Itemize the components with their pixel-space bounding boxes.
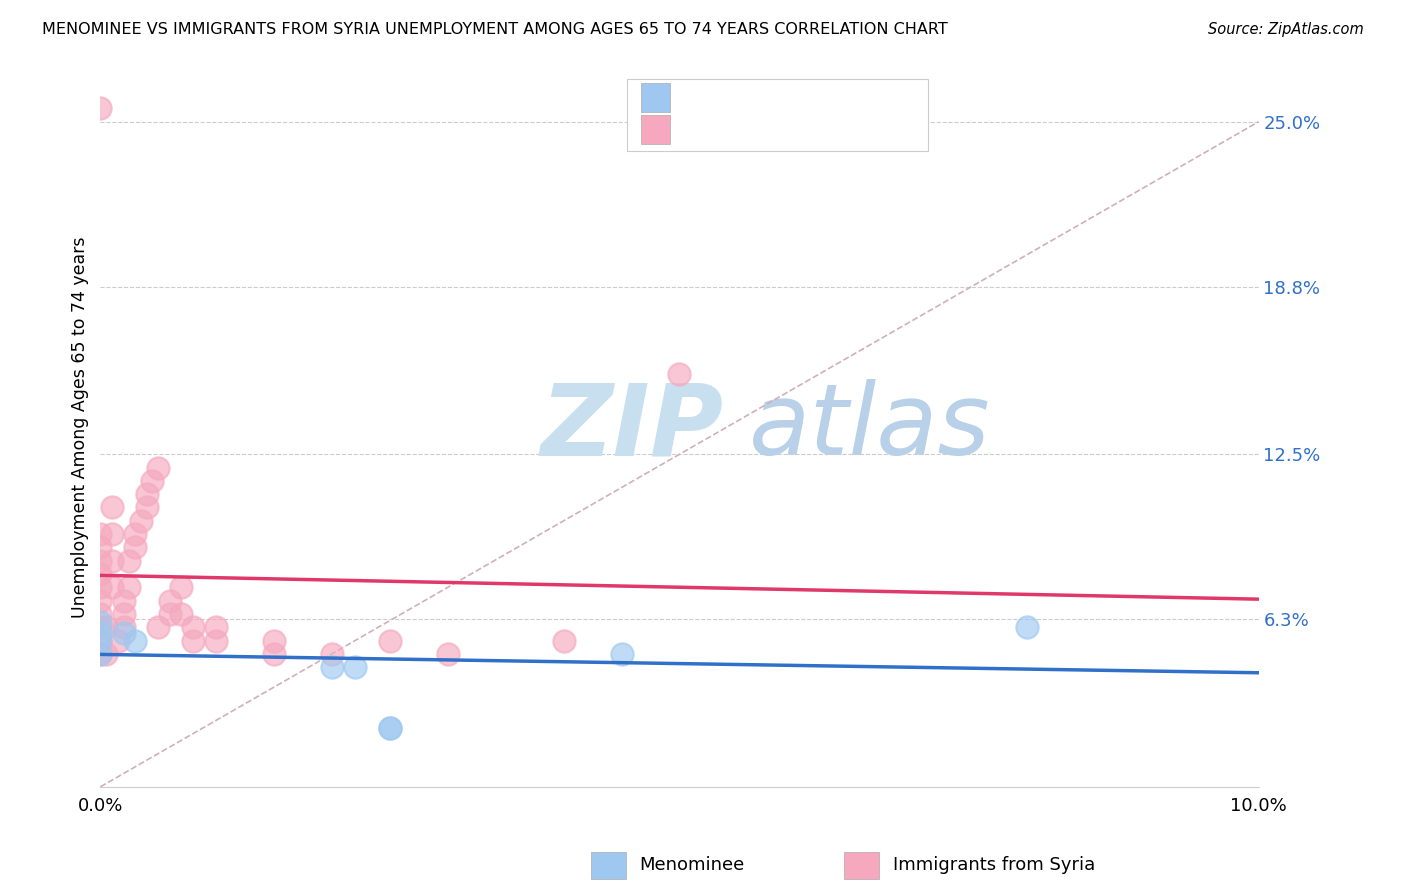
Point (181, 620, 204, 634)
Point (118, 580, 141, 594)
Point (89, 633, 111, 648)
Point (89, 554, 111, 568)
Point (89, 633, 111, 648)
Point (124, 527, 146, 541)
Point (89, 541, 111, 555)
Text: ZIP: ZIP (540, 379, 724, 476)
Text: 0.500: 0.500 (721, 120, 778, 138)
Point (610, 647, 633, 661)
Point (205, 633, 228, 648)
Point (159, 593, 181, 607)
Point (112, 607, 135, 621)
Point (1015, 620, 1038, 634)
Point (135, 500, 157, 515)
Point (263, 633, 285, 648)
FancyBboxPatch shape (627, 79, 928, 151)
Point (94, 647, 117, 661)
Point (124, 541, 146, 555)
Point (101, 580, 124, 594)
Point (101, 500, 124, 515)
Point (263, 647, 285, 661)
Point (112, 620, 135, 634)
Text: R =: R = (682, 88, 721, 106)
Point (135, 487, 157, 501)
Point (148, 460, 170, 475)
Point (124, 633, 146, 648)
Text: 0.215: 0.215 (721, 88, 778, 106)
Point (181, 633, 204, 648)
FancyBboxPatch shape (641, 83, 671, 112)
Point (129, 514, 152, 528)
Point (321, 647, 343, 661)
Point (89, 527, 111, 541)
Point (89, 580, 111, 594)
Point (141, 474, 163, 488)
Point (170, 580, 193, 594)
Point (437, 647, 460, 661)
Point (89, 620, 111, 634)
Text: N =: N = (780, 120, 820, 138)
Point (668, 368, 690, 382)
Point (101, 527, 124, 541)
Point (378, 633, 401, 648)
Point (159, 607, 181, 621)
Point (148, 620, 170, 634)
Point (321, 660, 343, 674)
Point (89, 647, 111, 661)
Point (118, 554, 141, 568)
Text: 46: 46 (815, 120, 841, 138)
Point (89, 607, 111, 621)
Point (89, 625, 111, 640)
Point (170, 607, 193, 621)
Point (112, 625, 135, 640)
Point (344, 660, 367, 674)
Point (553, 633, 575, 648)
Text: Menominee: Menominee (640, 856, 745, 874)
Point (107, 633, 129, 648)
Point (94, 620, 117, 634)
Point (89, 647, 111, 661)
Text: R =: R = (682, 120, 721, 138)
Text: N =: N = (780, 88, 820, 106)
Text: Source: ZipAtlas.com: Source: ZipAtlas.com (1208, 22, 1364, 37)
Point (378, 721, 401, 735)
Y-axis label: Unemployment Among Ages 65 to 74 years: Unemployment Among Ages 65 to 74 years (72, 237, 89, 618)
FancyBboxPatch shape (641, 115, 671, 144)
Text: atlas: atlas (749, 379, 991, 476)
Point (205, 620, 228, 634)
Text: Immigrants from Syria: Immigrants from Syria (893, 856, 1095, 874)
Point (89, 567, 111, 582)
Point (89, 593, 111, 607)
Point (89, 102, 111, 116)
Point (89, 615, 111, 629)
Point (378, 721, 401, 735)
Point (101, 554, 124, 568)
Text: 7: 7 (815, 88, 828, 106)
Text: MENOMINEE VS IMMIGRANTS FROM SYRIA UNEMPLOYMENT AMONG AGES 65 TO 74 YEARS CORREL: MENOMINEE VS IMMIGRANTS FROM SYRIA UNEMP… (42, 22, 948, 37)
Point (112, 593, 135, 607)
